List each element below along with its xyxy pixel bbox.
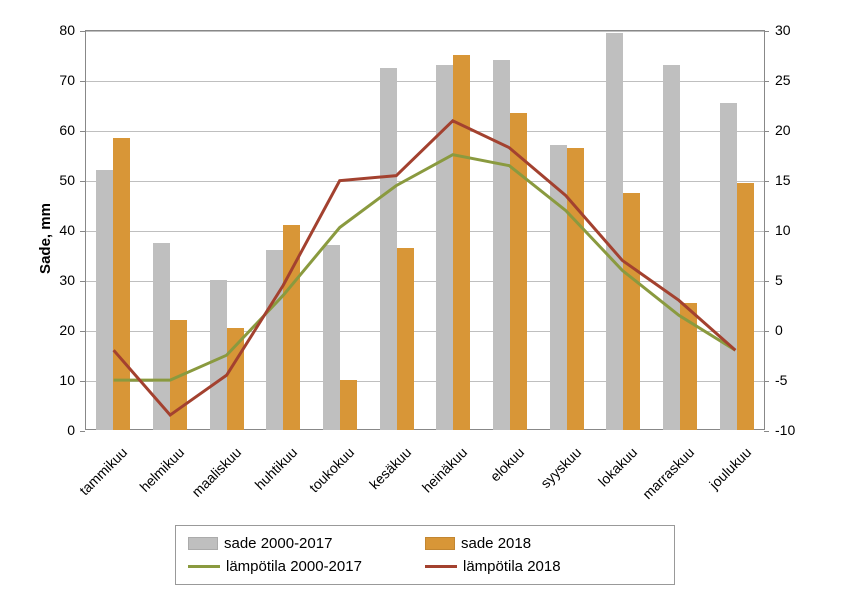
- tick-mark: [764, 281, 769, 282]
- tick-mark: [80, 231, 85, 232]
- legend-label: lämpötila 2018: [463, 558, 561, 575]
- legend-label: sade 2018: [461, 535, 531, 552]
- x-axis-labels: tammikuuhelmikuumaaliskuuhuhtikuutoukoku…: [85, 438, 765, 518]
- legend-swatch-bar: [425, 537, 455, 550]
- x-category-label: maaliskuu: [188, 444, 244, 500]
- y-left-tick-label: 70: [45, 72, 75, 88]
- y-axis-right: -10-5051015202530: [770, 30, 805, 430]
- y-left-tick-label: 20: [45, 322, 75, 338]
- x-category-label: heinäkuu: [419, 444, 470, 495]
- bar: [606, 33, 623, 431]
- tick-mark: [764, 31, 769, 32]
- tick-mark: [80, 431, 85, 432]
- y-right-tick-label: 20: [775, 122, 805, 138]
- tick-mark: [764, 181, 769, 182]
- bar: [737, 183, 754, 431]
- legend: sade 2000-2017 sade 2018 lämpötila 2000-20…: [175, 525, 675, 585]
- bar: [170, 320, 187, 430]
- y-left-tick-label: 80: [45, 22, 75, 38]
- bar: [323, 245, 340, 430]
- bar: [663, 65, 680, 430]
- legend-item: lämpötila 2000-2017: [188, 558, 425, 575]
- x-category-label: elokuu: [487, 444, 527, 484]
- bar: [567, 148, 584, 431]
- legend-label: sade 2000-2017: [224, 535, 332, 552]
- y-right-tick-label: -5: [775, 372, 805, 388]
- bar: [266, 250, 283, 430]
- tick-mark: [764, 431, 769, 432]
- legend-swatch-line: [425, 565, 457, 568]
- tick-mark: [80, 31, 85, 32]
- tick-mark: [80, 281, 85, 282]
- y-left-tick-label: 30: [45, 272, 75, 288]
- bar: [397, 248, 414, 431]
- bar: [96, 170, 113, 430]
- tick-mark: [80, 181, 85, 182]
- y-left-tick-label: 0: [45, 422, 75, 438]
- legend-item: sade 2000-2017: [188, 535, 425, 552]
- y-right-tick-label: 15: [775, 172, 805, 188]
- bar: [550, 145, 567, 430]
- y-right-tick-label: -10: [775, 422, 805, 438]
- y-right-tick-label: 25: [775, 72, 805, 88]
- y-left-tick-label: 40: [45, 222, 75, 238]
- bar: [227, 328, 244, 431]
- tick-mark: [764, 331, 769, 332]
- bar: [153, 243, 170, 431]
- climate-chart: Sade, mm Keskilämpötila, ºC 010203040506…: [0, 0, 841, 594]
- y-left-tick-label: 10: [45, 372, 75, 388]
- bar: [623, 193, 640, 431]
- y-right-tick-label: 0: [775, 322, 805, 338]
- x-category-label: kesäkuu: [366, 444, 414, 492]
- tick-mark: [80, 131, 85, 132]
- tick-mark: [764, 381, 769, 382]
- bar: [493, 60, 510, 430]
- x-category-label: huhtikuu: [252, 444, 301, 493]
- x-category-label: helmikuu: [136, 444, 187, 495]
- x-category-label: lokakuu: [595, 444, 640, 489]
- y-left-tick-label: 50: [45, 172, 75, 188]
- y-left-tick-label: 60: [45, 122, 75, 138]
- y-right-tick-label: 30: [775, 22, 805, 38]
- tick-mark: [764, 231, 769, 232]
- bar: [510, 113, 527, 431]
- bar: [453, 55, 470, 430]
- y-axis-left: 01020304050607080: [45, 30, 80, 430]
- plot-area: [85, 30, 765, 430]
- tick-mark: [80, 331, 85, 332]
- tick-mark: [80, 81, 85, 82]
- tick-mark: [764, 131, 769, 132]
- x-category-label: syyskuu: [537, 444, 584, 491]
- bar: [436, 65, 453, 430]
- legend-item: sade 2018: [425, 535, 662, 552]
- tick-mark: [80, 381, 85, 382]
- bar: [380, 68, 397, 431]
- y-right-tick-label: 10: [775, 222, 805, 238]
- legend-swatch-line: [188, 565, 220, 568]
- x-category-label: joulukuu: [706, 444, 754, 492]
- legend-item: lämpötila 2018: [425, 558, 662, 575]
- bar: [283, 225, 300, 430]
- bar: [720, 103, 737, 431]
- bar: [210, 280, 227, 430]
- bar: [680, 303, 697, 431]
- tick-mark: [764, 81, 769, 82]
- legend-label: lämpötila 2000-2017: [226, 558, 362, 575]
- x-category-label: marraskuu: [639, 444, 697, 502]
- x-category-label: tammikuu: [76, 444, 130, 498]
- bars-layer: [85, 31, 764, 430]
- legend-swatch-bar: [188, 537, 218, 550]
- x-category-label: toukokuu: [306, 444, 357, 495]
- bar: [113, 138, 130, 431]
- y-right-tick-label: 5: [775, 272, 805, 288]
- bar: [340, 380, 357, 430]
